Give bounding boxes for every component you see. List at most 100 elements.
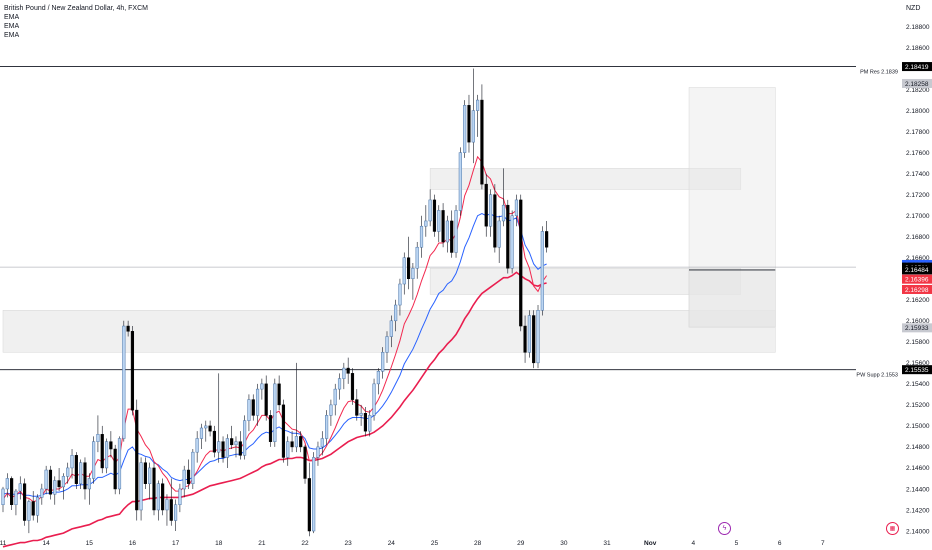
- candle: [161, 478, 165, 516]
- x-tick-label: 7: [821, 540, 825, 547]
- candle-body: [87, 478, 91, 490]
- candle: [303, 444, 307, 484]
- price-tag-box: [902, 323, 932, 333]
- candle-body: [458, 152, 462, 211]
- candle-body: [316, 446, 320, 458]
- candle-body: [70, 455, 74, 469]
- candle-body: [204, 425, 208, 429]
- price-tag-value: 2.16484: [905, 267, 929, 274]
- symbol-title[interactable]: British Pound / New Zealand Dollar, 4h, …: [4, 5, 148, 12]
- price-tag-value: 2.16396: [905, 276, 929, 283]
- candle: [40, 483, 44, 505]
- candle: [540, 226, 544, 316]
- candle: [27, 499, 31, 534]
- candle: [74, 452, 78, 489]
- candle: [169, 478, 173, 526]
- candle-body: [342, 367, 346, 379]
- candle: [385, 331, 389, 363]
- candle: [217, 373, 221, 463]
- y-tick-label: 2.17600: [906, 150, 930, 157]
- price-tag-value: 2.15535: [905, 367, 929, 374]
- candle-body: [135, 409, 139, 511]
- candle-body: [527, 315, 531, 353]
- candle: [264, 375, 268, 421]
- candle-body: [540, 231, 544, 311]
- y-tick-label: 2.18800: [906, 24, 930, 31]
- price-tag-box: [902, 62, 932, 72]
- calendar-event-icon[interactable]: ▦: [886, 522, 899, 535]
- candle: [342, 362, 346, 390]
- candle: [5, 473, 9, 498]
- candle: [359, 404, 363, 426]
- candle: [294, 362, 298, 453]
- candle-body: [66, 467, 70, 477]
- candle: [152, 462, 156, 516]
- candle-body: [178, 488, 182, 505]
- x-tick-label: 15: [86, 540, 94, 547]
- candle-body: [476, 99, 480, 111]
- candle: [389, 315, 393, 348]
- candle: [281, 399, 286, 463]
- candle: [182, 465, 186, 498]
- y-tick-label: 2.15200: [906, 402, 930, 409]
- candle-body: [195, 438, 199, 453]
- candle-body: [359, 413, 363, 416]
- candle-body: [156, 483, 160, 511]
- candle-body: [130, 331, 135, 411]
- x-tick-label: 31: [603, 540, 611, 547]
- candle-body: [139, 462, 143, 511]
- candle-body: [117, 438, 122, 490]
- candle: [195, 431, 199, 463]
- ema-legend-3[interactable]: EMA: [4, 32, 20, 39]
- candle-body: [92, 441, 96, 479]
- candle-body: [445, 220, 449, 243]
- candle: [186, 459, 191, 489]
- candle-body: [497, 220, 501, 248]
- candle: [441, 203, 445, 248]
- y-tick-label: 2.16000: [906, 318, 930, 325]
- candle-body: [234, 441, 238, 446]
- ema-mid-line: [2, 213, 547, 497]
- ema-slow-line: [2, 271, 547, 548]
- candle: [424, 205, 428, 237]
- lightning-icon[interactable]: ϟ: [718, 522, 731, 535]
- candle: [337, 373, 342, 400]
- candle-body: [1, 488, 5, 505]
- candle-body: [346, 367, 350, 374]
- candle-body: [471, 110, 475, 143]
- candle: [1, 486, 5, 513]
- candle: [199, 423, 204, 450]
- price-tag-box: [902, 284, 932, 294]
- y-tick-label: 2.14000: [906, 528, 930, 535]
- candle: [139, 457, 143, 521]
- candle-body: [217, 441, 221, 453]
- candle-body: [143, 462, 147, 484]
- candle: [346, 357, 350, 384]
- level-label: PM Res 2.1839: [860, 70, 898, 76]
- y-tick-label: 2.16600: [906, 255, 930, 262]
- y-tick-label: 2.14600: [906, 465, 930, 472]
- candle: [398, 278, 402, 316]
- candle: [419, 215, 424, 258]
- candle: [415, 241, 419, 279]
- currency-label[interactable]: NZD: [906, 5, 921, 12]
- candle-body: [74, 455, 78, 484]
- candle-body: [510, 215, 514, 269]
- candle: [53, 476, 57, 505]
- zone-rect: [688, 270, 776, 328]
- zone-rect: [2, 310, 776, 353]
- x-tick-label: 22: [301, 540, 309, 547]
- candle: [204, 420, 208, 442]
- candle: [14, 488, 18, 516]
- candle: [484, 173, 488, 237]
- candle-body: [536, 310, 540, 364]
- candle: [251, 394, 255, 421]
- candle-body: [402, 257, 406, 285]
- candle: [130, 326, 135, 416]
- x-tick-label: 24: [388, 540, 396, 547]
- ema-legend-1[interactable]: EMA: [4, 14, 20, 21]
- candle: [501, 168, 506, 227]
- candle: [381, 347, 385, 379]
- ema-legend-2[interactable]: EMA: [4, 23, 20, 30]
